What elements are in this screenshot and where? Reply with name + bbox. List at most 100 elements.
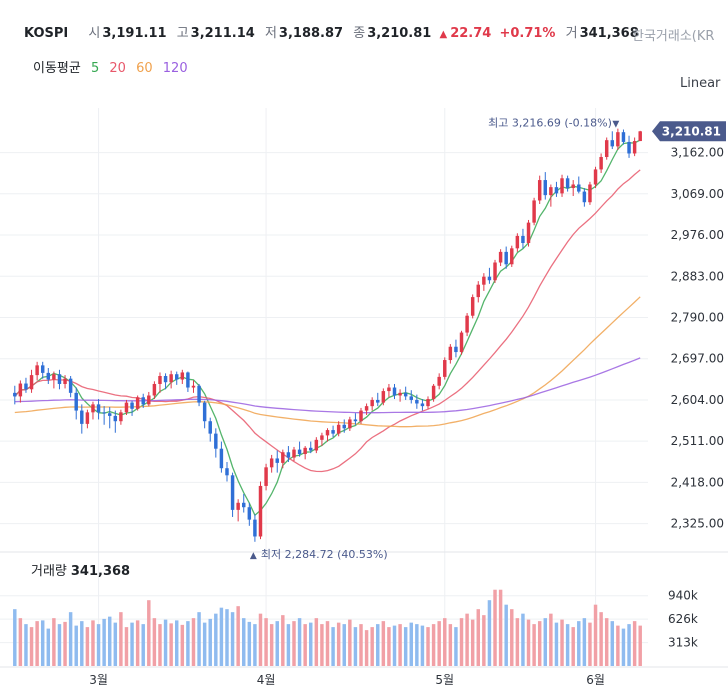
candle-body: [292, 449, 296, 458]
candle-body: [599, 157, 603, 170]
candle-body: [470, 297, 475, 316]
volume-bar: [107, 616, 112, 666]
volume-bar: [443, 618, 447, 666]
candle-body: [376, 399, 380, 403]
volume-bar: [426, 627, 430, 666]
min-arrow-icon: ▲: [250, 551, 257, 561]
volume-bar: [342, 624, 346, 666]
price-tick-label: 2,418.00: [671, 475, 724, 489]
volume-bar: [616, 625, 620, 666]
candle-body: [202, 402, 207, 422]
volume-bar: [303, 624, 307, 666]
candle-body: [348, 419, 352, 429]
candle-body: [35, 365, 39, 376]
candle-body: [63, 378, 67, 384]
candle-body: [303, 447, 307, 455]
volume-bar: [560, 619, 564, 666]
symbol-label: KOSPI: [24, 26, 69, 41]
candle-body: [135, 397, 140, 409]
volume-bar: [526, 619, 531, 666]
high-label: 고: [176, 26, 189, 41]
candle-body: [130, 402, 134, 409]
ma60-legend: 60: [136, 61, 153, 76]
candle-body: [230, 475, 235, 510]
candle-body: [588, 184, 592, 203]
volume-bar: [370, 627, 374, 666]
candle-body: [107, 413, 112, 416]
candle-body: [225, 468, 229, 476]
candle-body: [180, 372, 185, 380]
candle-body: [493, 262, 497, 281]
volume-bar: [376, 624, 380, 666]
volume-tick-label: 940k: [668, 589, 698, 603]
volume-bar: [169, 623, 173, 666]
low-label: 저: [264, 26, 277, 41]
ma60-line: [14, 296, 641, 428]
candle-body: [264, 467, 268, 486]
volume-bar: [214, 613, 218, 666]
volume-bar: [549, 613, 553, 666]
volume-panel-title: 거래량 341,368: [31, 560, 130, 579]
candle-body: [364, 406, 369, 411]
candle-body: [163, 376, 168, 383]
candle-body: [169, 374, 173, 383]
time-tick-label: 6월: [586, 673, 605, 687]
annotations: 최고 3,216.69 (-0.18%) ▼ ▲ 최저 2,284.72 (40.53…: [250, 117, 726, 561]
volume-bar: [24, 624, 28, 666]
candle-body: [281, 452, 285, 463]
volume-label: 거: [565, 26, 578, 41]
volume-bar: [91, 620, 95, 666]
candle-body: [577, 184, 581, 192]
candle-body: [510, 248, 514, 265]
volume-bar: [359, 624, 363, 666]
candle-body: [320, 435, 324, 440]
volume-bar: [621, 628, 626, 666]
candle-body: [521, 235, 525, 244]
candle-body: [96, 404, 101, 413]
volume-bar: [554, 622, 559, 666]
time-tick-label: 5월: [435, 673, 454, 687]
candle-body: [336, 424, 341, 434]
candle-body: [275, 458, 279, 463]
candle-body: [342, 424, 346, 429]
volume-bar: [498, 589, 503, 666]
volume-bar: [230, 612, 235, 666]
candle-body: [113, 415, 118, 422]
volume-bar: [504, 604, 508, 666]
volume-bar: [336, 622, 341, 666]
volume-bar: [571, 627, 575, 666]
volume-bar: [309, 622, 313, 666]
volume-bar: [208, 618, 212, 666]
ma120-legend: 120: [162, 61, 188, 76]
candle-body: [247, 507, 252, 520]
volume-bar: [364, 630, 369, 666]
volume-bar: [454, 627, 458, 666]
close-value: 3,210.81: [367, 26, 432, 41]
price-tick-label: 3,162.00: [671, 146, 724, 160]
volume-bar: [180, 624, 185, 666]
volume-bar: [348, 619, 352, 666]
moving-average-legend[interactable]: 이동평균 5 20 60 120: [33, 57, 194, 76]
ma-title: 이동평균: [33, 61, 81, 76]
candle-body: [437, 376, 441, 386]
candle-body: [74, 392, 78, 411]
volume-bar: [158, 624, 162, 666]
volume-bar: [543, 618, 548, 666]
volume-bar: [510, 609, 514, 666]
volume-bar: [320, 624, 324, 666]
scale-mode-toggle[interactable]: Linear: [680, 76, 721, 91]
volume-bar: [174, 620, 179, 666]
ma120-line: [14, 357, 641, 414]
candle-body: [543, 180, 548, 196]
candle-body: [269, 458, 274, 468]
candle-body: [40, 365, 45, 373]
up-arrow-icon: ▲: [439, 29, 448, 40]
volume-bar: [197, 612, 201, 666]
candle-body: [353, 419, 358, 422]
candle-body: [80, 410, 84, 424]
min-price-annotation: 최저 2,284.72 (40.53%): [261, 548, 388, 561]
ma5-legend: 5: [90, 61, 100, 76]
candle-body: [124, 402, 129, 413]
